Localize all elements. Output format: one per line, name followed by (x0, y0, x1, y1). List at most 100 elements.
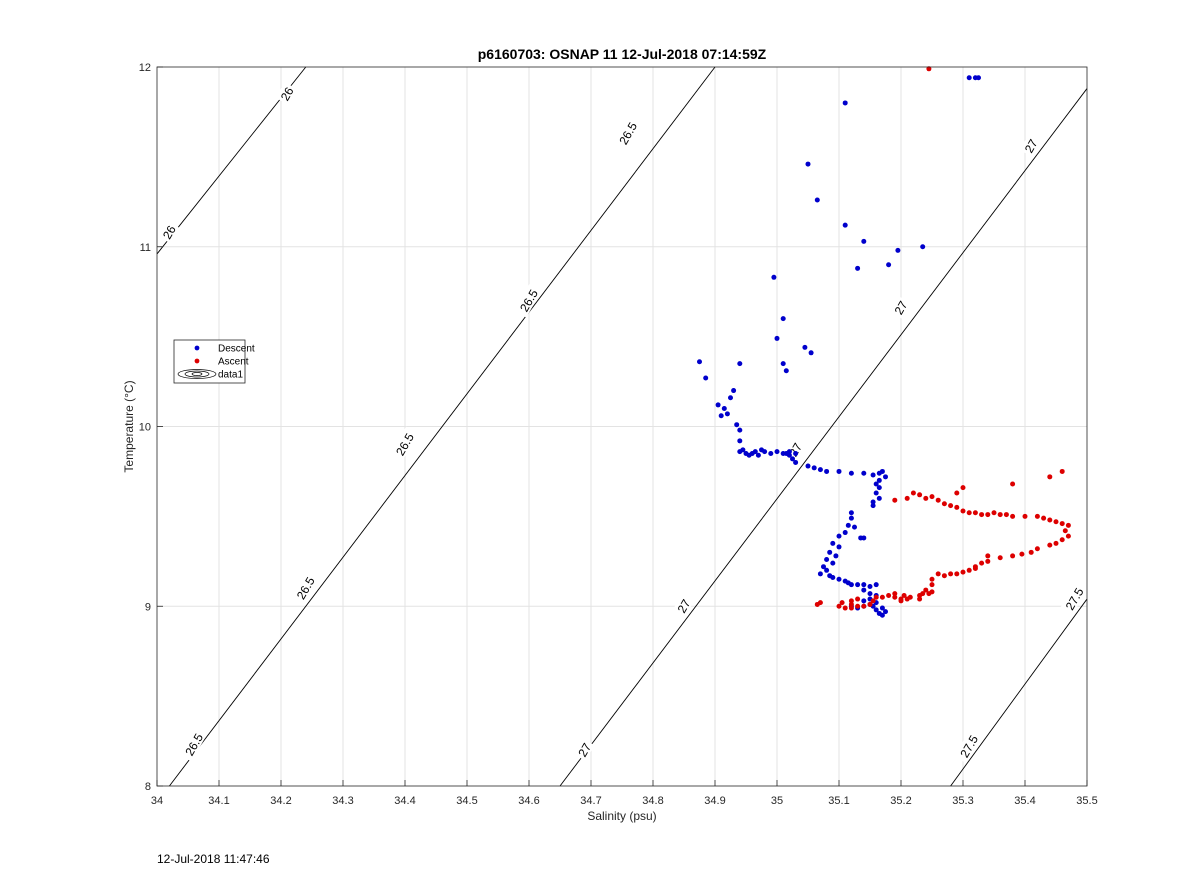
x-tick-label: 35 (771, 795, 783, 807)
ascent-point (892, 591, 898, 597)
descent-point (867, 583, 873, 589)
descent-point (830, 574, 836, 580)
contour-line-26-5 (169, 66, 716, 787)
descent-point (848, 582, 854, 588)
descent-point (830, 560, 836, 566)
contour-label: 27 (889, 296, 911, 319)
ascent-point (1028, 549, 1034, 555)
ascent-point (991, 510, 997, 516)
descent-point (883, 474, 888, 480)
ascent-point (985, 558, 991, 564)
descent-point (876, 485, 882, 491)
descent-point (920, 244, 926, 250)
ascent-point (966, 510, 972, 516)
ascent-point (923, 495, 929, 501)
ascent-point (842, 605, 848, 611)
descent-point (886, 262, 892, 268)
descent-point (966, 75, 972, 81)
descent-point (802, 344, 808, 350)
descent-point (833, 553, 839, 559)
ascent-point (929, 582, 935, 588)
ascent-point (941, 501, 947, 507)
contour-label: 26.5 (290, 570, 319, 606)
x-tick-label: 34.8 (642, 795, 663, 807)
x-tick-label: 35.3 (952, 795, 973, 807)
contour-label: 27 (784, 438, 806, 461)
descent-point (814, 197, 820, 203)
ascent-point (1041, 515, 1047, 521)
descent-point (805, 463, 811, 469)
ascent-point (1062, 528, 1068, 534)
descent-point (824, 557, 830, 563)
ascent-point (923, 587, 929, 593)
descent-point (876, 477, 882, 483)
ascent-point (861, 603, 867, 609)
descent-point (895, 247, 901, 253)
descent-point (976, 75, 981, 81)
x-tick-label: 34.9 (704, 795, 725, 807)
descent-point (721, 406, 727, 412)
descent-point (876, 495, 882, 501)
ascent-point (948, 571, 954, 577)
ascent-point (836, 603, 842, 609)
legend-ascent-marker (194, 358, 200, 364)
contour-label: 26 (157, 220, 180, 244)
ascent-point (867, 601, 873, 607)
ascent-point (1059, 468, 1065, 474)
descent-point (848, 510, 854, 516)
footer-timestamp: 12-Jul-2018 11:47:46 (157, 852, 270, 866)
descent-point (780, 361, 786, 367)
ascent-point (904, 596, 910, 602)
descent-point (817, 571, 823, 577)
descent-point (780, 450, 786, 456)
ascent-point (855, 596, 861, 602)
ascent-point (954, 504, 960, 510)
ascent-point (972, 566, 978, 572)
ascent-point (901, 592, 907, 598)
descent-point (867, 591, 873, 597)
descent-point (780, 316, 786, 322)
x-tick-label: 34.4 (394, 795, 415, 807)
descent-point (783, 368, 789, 374)
ascent-point (960, 508, 966, 514)
descent-point (861, 587, 867, 593)
descent-point (724, 411, 730, 417)
descent-point (870, 499, 876, 505)
ascent-point (1019, 551, 1025, 557)
x-tick-label: 34 (151, 795, 163, 807)
ascent-point (979, 512, 985, 518)
ascent-point (917, 592, 923, 598)
descent-point (848, 515, 854, 521)
x-axis-label: Salinity (psu) (587, 809, 656, 823)
x-tick-label: 35.5 (1076, 795, 1097, 807)
descent-point (805, 161, 811, 167)
ascent-point (814, 601, 820, 607)
ascent-point (879, 594, 885, 600)
ascent-point (1022, 513, 1028, 519)
legend-data1-label: data1 (218, 370, 243, 381)
descent-point (786, 449, 792, 455)
descent-point (790, 456, 795, 462)
descent-point (842, 530, 848, 536)
descent-point (861, 535, 867, 541)
ascent-point (848, 601, 854, 607)
descent-point (836, 576, 842, 582)
y-tick-label: 12 (139, 62, 151, 74)
descent-point (861, 470, 867, 476)
ascent-point (960, 569, 966, 575)
descent-point (873, 490, 879, 496)
ascent-point (892, 497, 898, 503)
descent-point (873, 607, 879, 613)
contour-label: 26 (275, 82, 297, 105)
contour-label: 26.5 (514, 282, 543, 318)
descent-point (737, 361, 743, 367)
descent-point (731, 388, 737, 394)
descent-point (861, 598, 867, 604)
svg-text:27: 27 (892, 298, 911, 317)
svg-text:26: 26 (160, 223, 179, 242)
ascent-point (1034, 546, 1040, 552)
ascent-point (966, 567, 972, 573)
contour-line-27 (559, 88, 1088, 787)
contour-label: 27 (672, 594, 694, 618)
descent-point (861, 582, 867, 588)
